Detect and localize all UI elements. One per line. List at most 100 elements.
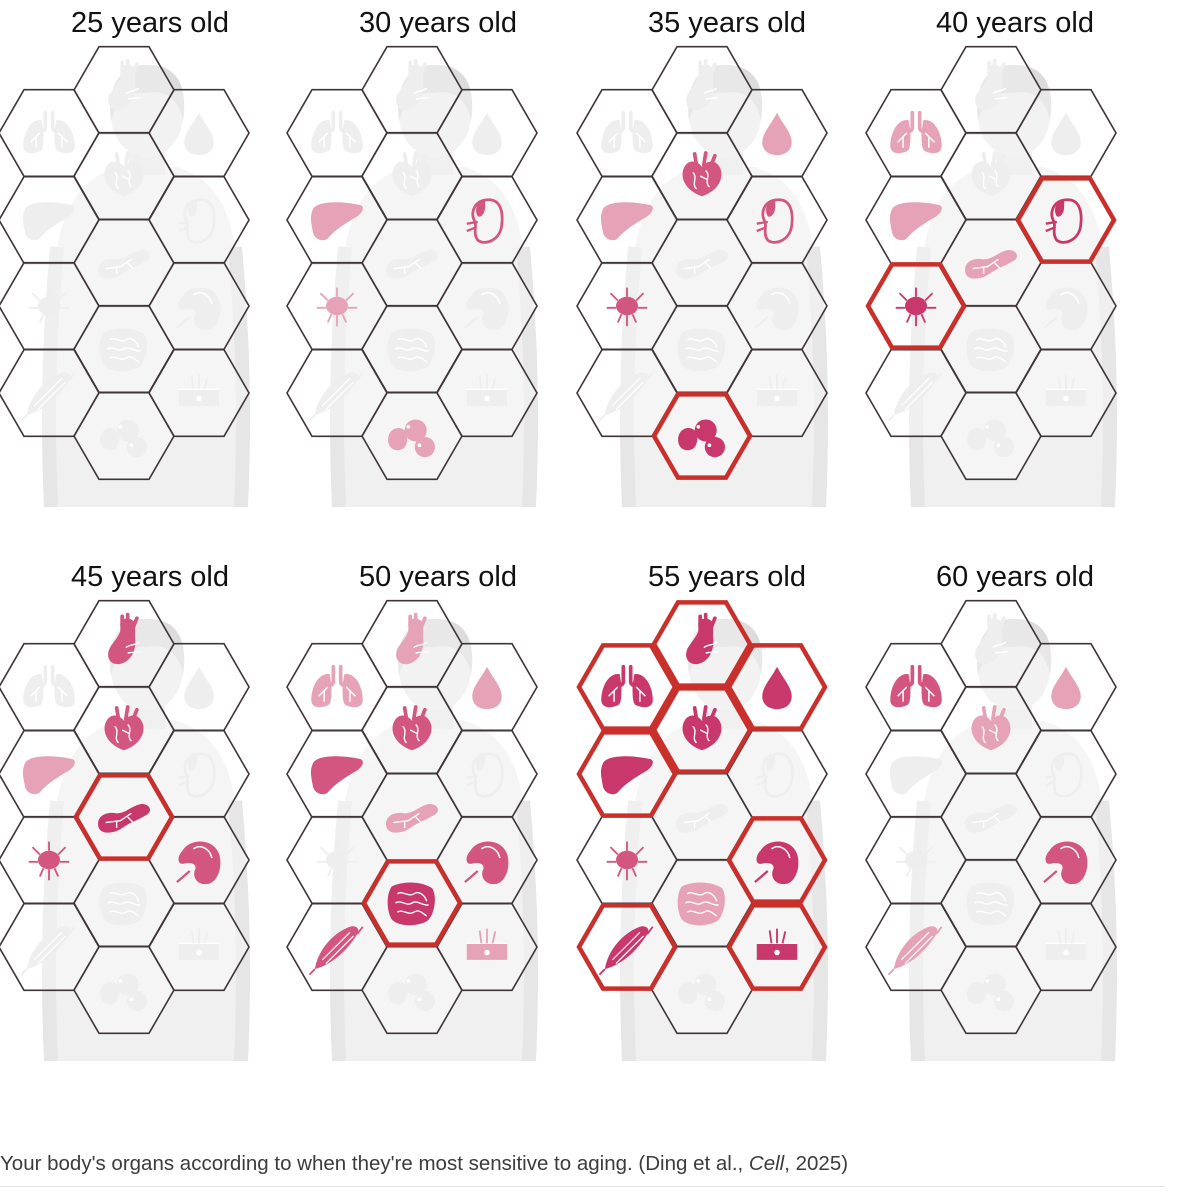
organ-cell-bottom [361, 391, 463, 481]
organ-cell-left-4 [576, 903, 678, 991]
pancreas-icon [98, 804, 150, 833]
panel-title: 55 years old [648, 561, 806, 593]
panel-title: 45 years old [71, 561, 229, 593]
blood-drop-icon [472, 666, 502, 710]
organ-cell-left-1 [0, 88, 100, 178]
organ-cell-right-2 [148, 175, 250, 265]
organ-cell-center-3 [73, 858, 175, 948]
lymph-node-icon [967, 419, 1014, 458]
body-silhouette [330, 64, 538, 508]
intestine-icon [99, 882, 147, 926]
heart-icon [971, 705, 1011, 751]
blood-drop-icon [472, 112, 502, 156]
adrenal-gland-icon [28, 287, 70, 327]
organ-cell-right-4 [436, 902, 538, 992]
lymph-node-icon [678, 419, 725, 458]
organ-cell-right-1 [148, 642, 250, 732]
caption-divider [0, 1186, 1165, 1187]
kidney-icon [756, 752, 794, 798]
organ-cell-right-2 [148, 729, 250, 819]
liver-icon [889, 756, 942, 795]
organ-cell-top [361, 45, 463, 135]
organ-cell-left-2 [0, 175, 100, 265]
blood-drop-icon [762, 112, 792, 156]
kidney-icon [466, 752, 504, 798]
kidney-icon [178, 198, 216, 244]
aorta-icon [396, 58, 429, 111]
organ-cell-center-1 [651, 686, 753, 774]
aorta-icon [108, 58, 141, 111]
liver-icon [310, 202, 363, 241]
age-panel: 55 years old [576, 561, 828, 1062]
spleen-icon [464, 841, 509, 885]
liver-icon [600, 756, 653, 795]
organ-cell-left-1 [576, 88, 678, 178]
liver-icon [22, 756, 75, 795]
lymph-node-icon [100, 419, 147, 458]
spleen-icon [464, 287, 509, 331]
organ-cell-right-4 [1015, 348, 1117, 438]
organ-cell-left-2 [576, 730, 678, 818]
body-silhouette [909, 64, 1117, 508]
blood-drop-icon [184, 666, 214, 710]
muscle-icon [20, 926, 76, 976]
intestine-icon [677, 882, 725, 926]
age-panel: 60 years old [865, 561, 1117, 1062]
age-panel: 40 years old [865, 7, 1117, 508]
organ-cell-right-3 [726, 261, 828, 351]
pancreas-icon [386, 250, 438, 279]
organ-cell-right-4 [148, 348, 250, 438]
pancreas-icon [676, 804, 728, 833]
organ-cell-center-3 [651, 858, 753, 948]
caption-text: Your body's organs according to when the… [0, 1152, 749, 1175]
organ-aging-figure: 25 years old 30 years old 35 years old 40 y… [0, 7, 1117, 1062]
organ-cell-right-3 [148, 815, 250, 905]
heart-icon [682, 705, 722, 751]
kidney-icon [466, 198, 504, 244]
panel-title: 35 years old [648, 7, 806, 39]
organ-cell-left-1 [865, 88, 967, 178]
lymph-node-icon [388, 419, 435, 458]
intestine-icon [387, 328, 435, 372]
aorta-icon [396, 612, 429, 665]
spleen-icon [754, 841, 799, 885]
organ-cell-right-3 [436, 815, 538, 905]
adrenal-gland-icon [28, 841, 70, 881]
heart-icon [392, 705, 432, 751]
pancreas-icon [676, 250, 728, 279]
organ-cell-center-3 [73, 304, 175, 394]
organ-cell-top [73, 45, 175, 135]
age-panel: 45 years old [0, 561, 250, 1062]
heart-icon [682, 151, 722, 197]
pancreas-icon [386, 804, 438, 833]
organ-cell-bottom [73, 391, 175, 481]
blood-drop-icon [762, 666, 792, 710]
panel-title: 60 years old [936, 561, 1094, 593]
organ-cell-left-4 [286, 902, 388, 992]
lymph-node-icon [100, 973, 147, 1012]
age-panel: 30 years old [286, 7, 538, 508]
muscle-icon [598, 926, 654, 976]
panel-title: 30 years old [359, 7, 517, 39]
age-panel: 35 years old [576, 7, 828, 508]
organ-cell-center-2 [940, 218, 1042, 308]
lymph-node-icon [678, 973, 725, 1012]
highlighted-hexagon [576, 643, 678, 731]
heart-icon [392, 151, 432, 197]
aorta-icon [686, 612, 719, 665]
lung-icon [311, 110, 363, 154]
skin-icon [756, 374, 798, 406]
organ-cell-right-4 [148, 902, 250, 992]
organ-cell-left-2 [0, 729, 100, 819]
organ-cell-left-3 [865, 262, 967, 350]
spleen-icon [176, 287, 221, 331]
panel-title: 40 years old [936, 7, 1094, 39]
skin-icon [1045, 928, 1087, 960]
kidney-icon [756, 198, 794, 244]
heart-icon [104, 151, 144, 197]
highlighted-hexagon [1015, 176, 1117, 264]
spleen-icon [1043, 841, 1088, 885]
body-silhouette [620, 618, 828, 1062]
organ-cell-left-1 [576, 643, 678, 731]
organ-cell-right-1 [148, 88, 250, 178]
